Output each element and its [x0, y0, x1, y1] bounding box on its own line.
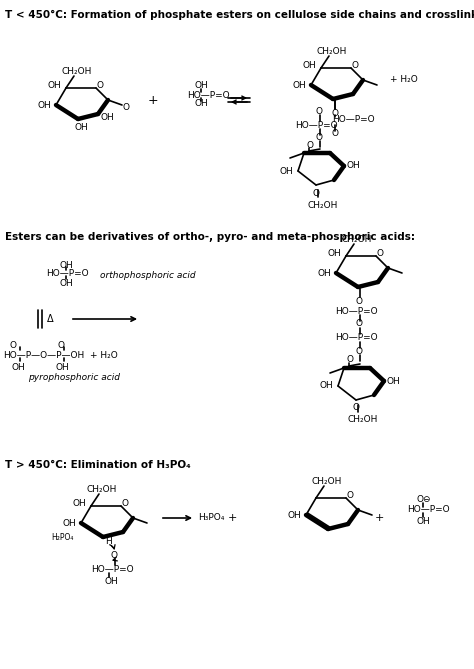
- Text: OH: OH: [75, 122, 89, 132]
- Text: HO—P=O: HO—P=O: [46, 268, 89, 278]
- Text: CH₂OH: CH₂OH: [348, 415, 378, 425]
- Text: O: O: [10, 341, 17, 349]
- Text: OH: OH: [60, 260, 74, 270]
- Text: +: +: [148, 94, 159, 106]
- Text: OH: OH: [12, 363, 26, 371]
- Text: OH: OH: [73, 500, 87, 508]
- Text: OH: OH: [195, 80, 209, 90]
- Text: OH: OH: [347, 161, 361, 171]
- Text: CH₂OH: CH₂OH: [317, 47, 347, 56]
- Text: O: O: [356, 347, 363, 355]
- Text: O: O: [307, 140, 314, 149]
- Text: +: +: [375, 513, 384, 523]
- Text: + H₂O: + H₂O: [90, 351, 118, 359]
- Text: HO—P=O: HO—P=O: [332, 114, 374, 124]
- Text: O: O: [347, 355, 354, 365]
- Text: +: +: [228, 513, 237, 523]
- Text: O: O: [377, 250, 384, 258]
- Text: OH: OH: [387, 377, 401, 385]
- Text: O: O: [111, 551, 118, 559]
- Text: O: O: [58, 341, 65, 349]
- Text: O: O: [332, 128, 339, 138]
- Text: H₂PO₄: H₂PO₄: [51, 533, 73, 541]
- Text: OH: OH: [328, 250, 342, 258]
- Text: H₃PO₄: H₃PO₄: [198, 514, 224, 522]
- Text: HO—P=O: HO—P=O: [407, 506, 450, 514]
- Text: Esters can be derivatives of ortho-, pyro- and meta-phosphoric acids:: Esters can be derivatives of ortho-, pyr…: [5, 232, 415, 242]
- Text: T < 450°C: Formation of phosphate esters on cellulose side chains and crosslinki: T < 450°C: Formation of phosphate esters…: [5, 10, 474, 20]
- Text: O: O: [356, 296, 363, 306]
- Text: Δ: Δ: [47, 314, 54, 324]
- Text: O: O: [97, 82, 104, 90]
- Text: OH: OH: [48, 82, 62, 90]
- Text: O: O: [332, 108, 339, 118]
- Text: O⊖: O⊖: [417, 496, 431, 504]
- Text: OH: OH: [101, 114, 115, 122]
- Text: + H₂O: + H₂O: [390, 76, 418, 84]
- Text: orthophosphoric acid: orthophosphoric acid: [100, 270, 196, 280]
- Text: O: O: [353, 403, 360, 413]
- Text: H: H: [105, 537, 112, 547]
- Text: T > 450°C: Elimination of H₃PO₄: T > 450°C: Elimination of H₃PO₄: [5, 460, 191, 470]
- Text: OH: OH: [280, 167, 294, 175]
- Text: OH: OH: [195, 98, 209, 108]
- Text: CH₂OH: CH₂OH: [87, 484, 118, 494]
- Text: OH: OH: [288, 510, 302, 520]
- Text: CH₂OH: CH₂OH: [342, 235, 373, 244]
- Text: OH: OH: [56, 363, 70, 371]
- Text: HO—P=O: HO—P=O: [335, 334, 378, 343]
- Text: OH: OH: [303, 62, 317, 70]
- Text: O: O: [316, 132, 323, 142]
- Text: OH: OH: [318, 268, 332, 278]
- Text: OH: OH: [38, 100, 52, 110]
- Text: CH₂OH: CH₂OH: [312, 476, 342, 486]
- Text: OH: OH: [417, 518, 431, 527]
- Text: CH₂OH: CH₂OH: [62, 66, 92, 76]
- Text: OH: OH: [63, 518, 77, 527]
- Text: O: O: [123, 102, 130, 112]
- Text: HO—P=O: HO—P=O: [335, 306, 378, 316]
- Text: O: O: [352, 62, 359, 70]
- Text: O: O: [316, 106, 323, 116]
- Text: OH: OH: [60, 278, 74, 288]
- Text: O: O: [313, 189, 320, 197]
- Text: O: O: [356, 320, 363, 328]
- Text: HO—P—O—P—OH: HO—P—O—P—OH: [3, 351, 84, 359]
- Text: O: O: [122, 500, 129, 508]
- Text: pyrophosphoric acid: pyrophosphoric acid: [28, 373, 120, 381]
- Text: OH: OH: [105, 577, 119, 585]
- Text: HO—P=O: HO—P=O: [187, 90, 229, 100]
- Text: CH₂OH: CH₂OH: [308, 201, 338, 209]
- Text: HO—P=O: HO—P=O: [295, 120, 337, 130]
- Text: OH: OH: [320, 381, 334, 391]
- Text: HO—P=O: HO—P=O: [91, 565, 134, 573]
- Text: OH: OH: [293, 80, 307, 90]
- Text: O: O: [347, 492, 354, 500]
